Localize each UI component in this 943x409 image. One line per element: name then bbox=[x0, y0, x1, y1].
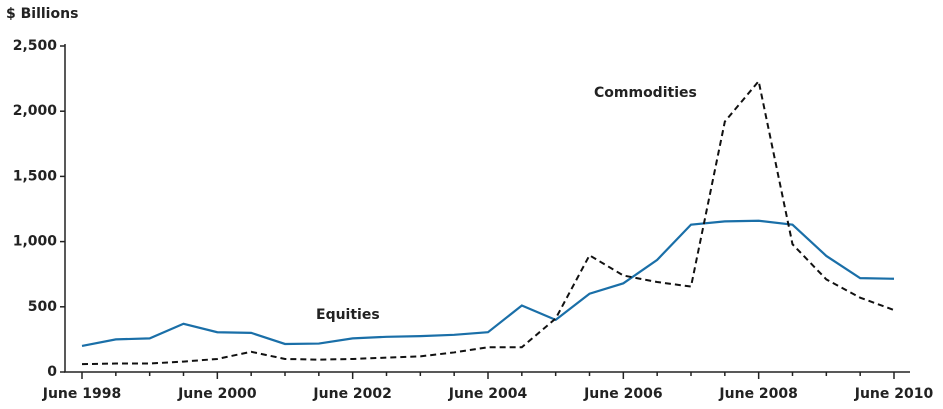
y-tick-label: 1,500 bbox=[13, 168, 58, 184]
x-tick-label: June 2010 bbox=[854, 386, 934, 402]
y-tick-label: 2,500 bbox=[13, 38, 58, 54]
x-tick-label: June 2002 bbox=[312, 386, 391, 402]
x-tick-label: June 2008 bbox=[718, 386, 797, 402]
annotation: Commodities bbox=[594, 85, 697, 101]
y-tick-label: 0 bbox=[47, 364, 57, 380]
y-tick-label: 1,000 bbox=[13, 234, 58, 250]
y-tick-label: 500 bbox=[28, 299, 57, 315]
annotation: Equities bbox=[316, 307, 380, 323]
y-axis-label: $ Billions bbox=[6, 6, 78, 22]
x-tick-label: June 2004 bbox=[448, 386, 528, 402]
x-tick-label: June 2006 bbox=[583, 386, 662, 402]
series-line bbox=[81, 219, 895, 348]
y-tick-label: 2,000 bbox=[13, 103, 58, 119]
x-tick-label: June 2000 bbox=[177, 386, 257, 402]
x-tick-label: June 1998 bbox=[42, 386, 121, 402]
series-line bbox=[81, 78, 895, 366]
